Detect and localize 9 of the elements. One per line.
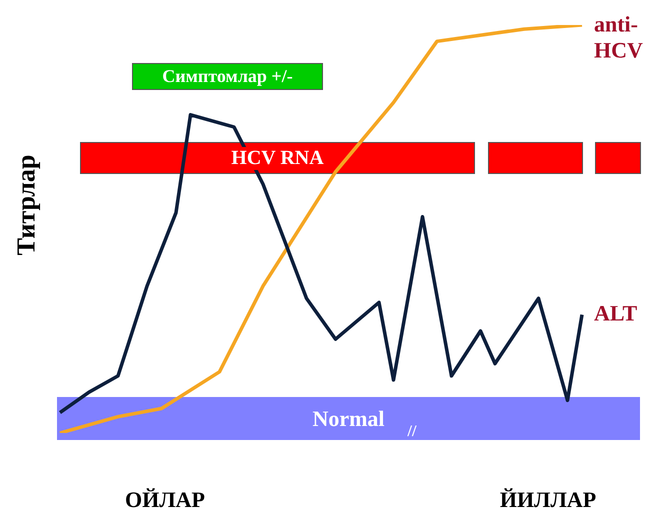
- text: ЙИЛЛАР: [498, 486, 598, 513]
- annotation: HCV RNA: [227, 146, 328, 170]
- y-axis-title: Титрлар: [12, 154, 41, 256]
- annotation: Симптомлар +/-: [161, 66, 294, 87]
- annotation: //: [408, 423, 416, 440]
- annotation: Normal: [311, 406, 386, 432]
- series-label: ALT: [594, 300, 638, 326]
- text: ОЙЛАР: [124, 486, 206, 513]
- series-label: anti-HCV: [594, 12, 643, 63]
